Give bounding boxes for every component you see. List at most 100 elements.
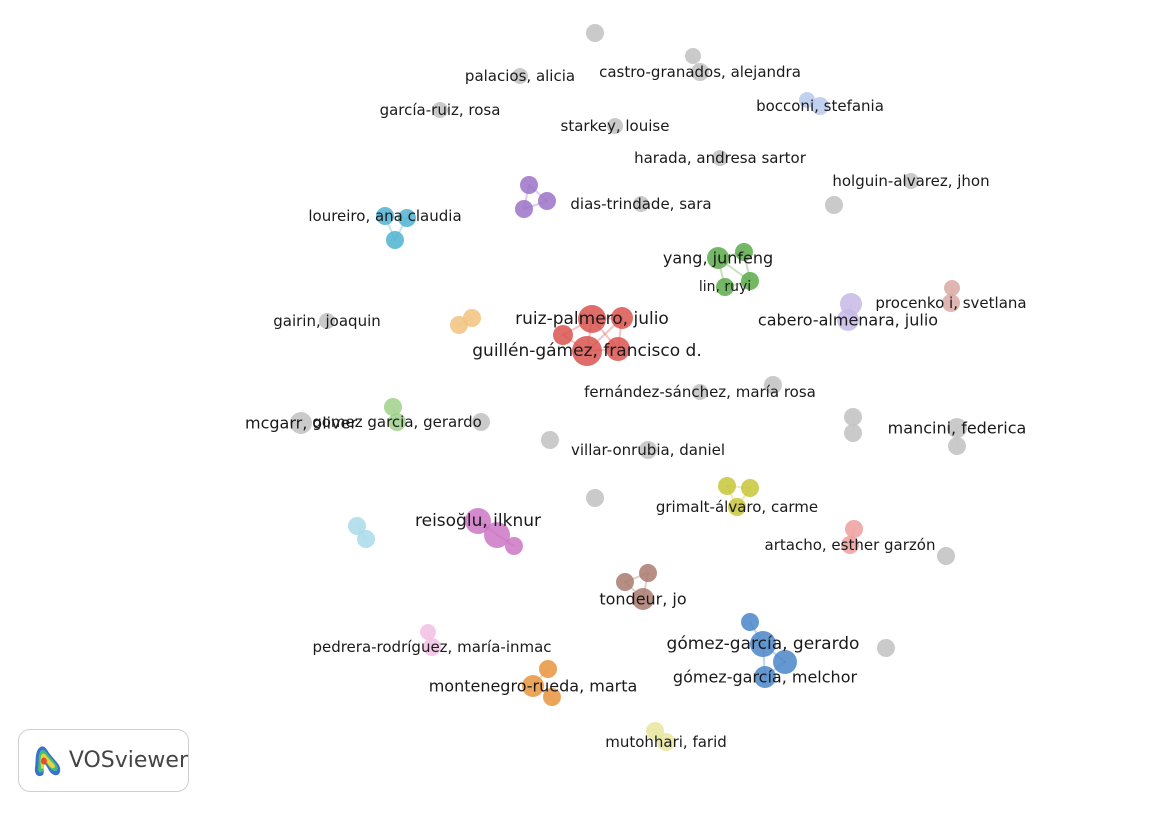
node-circle[interactable] [465,508,491,534]
node-circle[interactable] [657,733,675,751]
node-circle[interactable] [692,384,708,400]
node-circle[interactable] [741,613,759,631]
node-label[interactable]: mcgarr, oliver [245,414,357,433]
node-circle[interactable] [944,280,960,296]
node-circle[interactable] [639,564,657,582]
node-label[interactable]: pedrera-rodríguez, maría-inmac [312,638,551,656]
node-circle[interactable] [716,278,734,296]
node-circle[interactable] [384,398,402,416]
node-circle[interactable] [712,150,728,166]
node-circle[interactable] [522,675,544,697]
node-label[interactable]: gomez garcia, gerardo [312,413,482,431]
node-label[interactable]: starkey, louise [561,117,670,135]
node-circle[interactable] [541,431,559,449]
node-circle[interactable] [423,638,441,656]
node-circle[interactable] [357,530,375,548]
node-circle[interactable] [388,413,406,431]
node-label[interactable]: montenegro-rueda, marta [429,677,638,696]
node-circle[interactable] [586,489,604,507]
node-label[interactable]: mancini, federica [888,419,1027,438]
node-circle[interactable] [845,520,863,538]
node-label[interactable]: holguin-alvarez, jhon [832,172,989,190]
node-circle[interactable] [754,666,776,688]
node-circle[interactable] [515,200,533,218]
node-circle[interactable] [420,624,436,640]
node-circle[interactable] [685,48,701,64]
node-circle[interactable] [572,336,602,366]
node-circle[interactable] [947,418,967,438]
node-circle[interactable] [398,209,416,227]
node-circle[interactable] [606,337,630,361]
node-label[interactable]: ruiz-palmero, julio [515,309,669,329]
node-circle[interactable] [512,68,528,84]
node-circle[interactable] [543,688,561,706]
node-circle[interactable] [844,424,862,442]
node-label[interactable]: villar-onrubia, daniel [571,441,725,459]
node-circle[interactable] [319,313,335,329]
node-label[interactable]: fernández-sánchez, maría rosa [584,383,816,401]
node-circle[interactable] [741,272,759,290]
node-label[interactable]: guillén-gámez, francisco d. [472,341,702,361]
node-label[interactable]: procenko i, svetlana [875,294,1026,312]
node-label[interactable]: gómez-garcía, melchor [673,668,858,687]
node-circle[interactable] [553,325,573,345]
node-circle[interactable] [538,192,556,210]
node-circle[interactable] [841,536,859,554]
node-circle[interactable] [844,408,862,426]
node-circle[interactable] [463,309,481,327]
node-circle[interactable] [432,102,448,118]
node-circle[interactable] [942,294,960,312]
node-circle[interactable] [472,413,490,431]
node-label[interactable]: tondeur, jo [599,590,686,609]
node-circle[interactable] [520,176,538,194]
node-circle[interactable] [735,243,753,261]
node-circle[interactable] [799,92,815,108]
node-label[interactable]: harada, andresa sartor [634,149,807,167]
node-circle[interactable] [611,307,633,329]
node-label[interactable]: gómez-garcía, gerardo [667,634,860,654]
node-label[interactable]: palacios, alicia [465,67,575,85]
node-label[interactable]: gairin, joaquin [273,312,381,330]
node-circle[interactable] [948,437,966,455]
node-circle[interactable] [639,441,657,459]
node-circle[interactable] [728,498,746,516]
node-circle[interactable] [741,479,759,497]
node-circle[interactable] [386,231,404,249]
node-circle[interactable] [718,477,736,495]
node-label[interactable]: garcía-ruiz, rosa [380,101,501,119]
node-label[interactable]: yang, junfeng [663,249,773,268]
node-circle[interactable] [376,207,394,225]
node-circle[interactable] [877,639,895,657]
node-label[interactable]: lin, ruyi [699,279,751,295]
node-circle[interactable] [290,412,312,434]
node-circle[interactable] [646,722,664,740]
node-circle[interactable] [607,118,623,134]
node-circle[interactable] [578,305,606,333]
node-circle[interactable] [505,537,523,555]
node-label[interactable]: dias-trindade, sara [570,195,711,213]
node-circle[interactable] [840,293,862,315]
node-label[interactable]: mutohhari, farid [605,733,727,751]
node-label[interactable]: bocconi, stefania [756,97,884,115]
node-label[interactable]: reisoğlu, i̇lknur [415,511,541,531]
node-circle[interactable] [764,376,782,394]
node-circle[interactable] [484,522,510,548]
node-circle[interactable] [348,517,366,535]
node-circle[interactable] [633,196,649,212]
node-circle[interactable] [750,631,776,657]
node-circle[interactable] [937,547,955,565]
node-circle[interactable] [539,660,557,678]
node-circle[interactable] [811,97,829,115]
node-label[interactable]: loureiro, ana claudia [308,207,461,225]
node-label[interactable]: artacho, esther garzón [765,536,936,554]
node-circle[interactable] [586,24,604,42]
node-circle[interactable] [707,247,729,269]
node-label[interactable]: cabero-almenara, julio [758,311,938,330]
node-circle[interactable] [616,573,634,591]
node-circle[interactable] [773,650,797,674]
node-circle[interactable] [691,63,709,81]
node-label[interactable]: grimalt-álvaro, carme [656,498,818,516]
node-label[interactable]: castro-granados, alejandra [599,63,801,81]
node-circle[interactable] [632,588,654,610]
